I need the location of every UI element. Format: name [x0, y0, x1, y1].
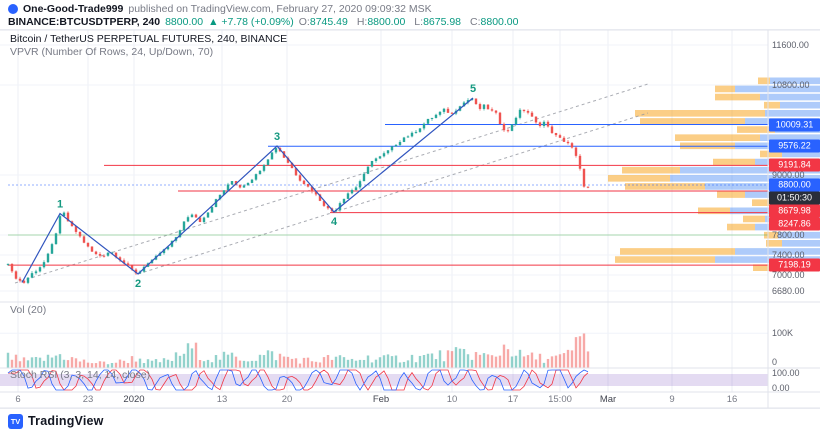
volume-pane-legend[interactable]: Vol (20): [10, 304, 46, 317]
header-last-price: 8800.00: [165, 15, 204, 28]
low-value: 8675.98: [423, 15, 462, 28]
high-value: 8800.00: [367, 15, 406, 28]
publish-info-row: One-Good-Trade999 published on TradingVi…: [8, 2, 812, 15]
stoch-rsi-series: [0, 369, 768, 391]
high-label: H:: [356, 15, 368, 28]
main-pane-legend[interactable]: Bitcoin / TetherUS PERPETUAL FUTURES, 24…: [10, 33, 287, 59]
tradingview-brand[interactable]: TradingView: [28, 414, 104, 428]
ohlc-low: L:8675.98: [414, 16, 465, 28]
author-name[interactable]: One-Good-Trade999: [23, 2, 124, 15]
volume-indicator-title: Vol (20): [10, 304, 47, 316]
elliott-label-2: 2: [135, 278, 141, 290]
stoch-indicator-title: Stoch RSI (3, 3, 14, 14, close): [10, 369, 151, 381]
header-change: ▲ +7.78 (+0.09%): [208, 15, 294, 28]
author-avatar[interactable]: [8, 3, 18, 14]
candles-series: [6, 98, 590, 285]
volume-series: [6, 333, 590, 368]
elliott-label-5: 5: [470, 83, 476, 95]
symbol-info-row: BINANCE:BTCUSDTPERP, 240 8800.00 ▲ +7.78…: [8, 15, 812, 28]
elliott-label-4: 4: [331, 216, 338, 228]
pane-separators: [0, 29, 820, 409]
elliott-label-3: 3: [274, 131, 280, 143]
ohlc-close: C:8800.00: [470, 16, 522, 28]
chart-title: Bitcoin / TetherUS PERPETUAL FUTURES, 24…: [10, 33, 288, 45]
close-value: 8800.00: [480, 15, 519, 28]
low-label: L:: [414, 15, 424, 28]
vpvr-indicator-title: VPVR (Number Of Rows, 24, Up/Down, 70): [10, 46, 214, 58]
published-text: published on TradingView.com, February 2…: [128, 2, 432, 15]
elliott-label-1: 1: [57, 199, 63, 211]
symbol-title[interactable]: BINANCE:BTCUSDTPERP, 240: [8, 15, 161, 28]
gridlines: [0, 30, 768, 392]
time-axis[interactable]: [0, 392, 768, 408]
close-label: C:: [470, 15, 481, 28]
tradingview-logo-icon[interactable]: TV: [8, 413, 23, 429]
price-axis[interactable]: [768, 30, 820, 408]
ohlc-open: O:8745.49: [299, 16, 352, 28]
header: One-Good-Trade999 published on TradingVi…: [0, 0, 820, 30]
open-value: 8745.49: [309, 15, 348, 28]
ohlc-high: H:8800.00: [357, 16, 409, 28]
elliott-wave-drawing[interactable]: 1 2 3 4 5: [21, 83, 476, 290]
footer: TV TradingView: [0, 408, 820, 433]
open-label: O:: [298, 15, 310, 28]
stoch-pane-legend[interactable]: Stoch RSI (3, 3, 14, 14, close): [10, 369, 150, 382]
